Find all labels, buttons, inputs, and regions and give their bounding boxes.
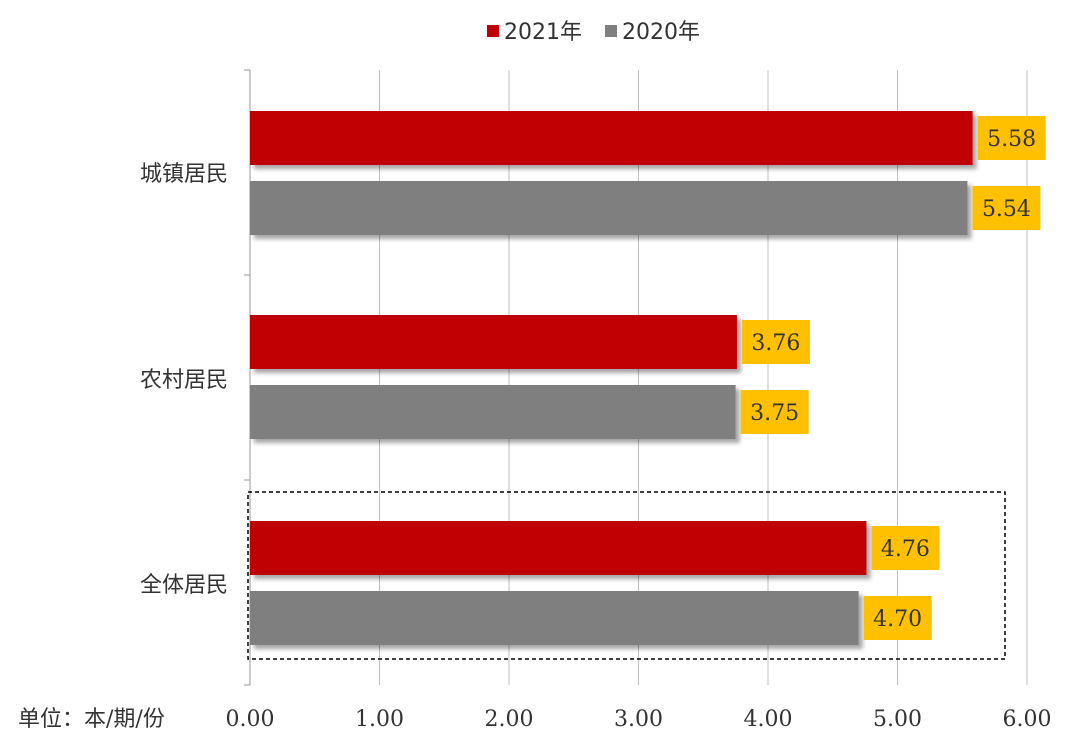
bars [250, 111, 973, 645]
x-tick-label: 0.00 [226, 707, 275, 732]
bar-2020-rural [250, 385, 736, 439]
data-label-value: 3.75 [750, 401, 799, 426]
x-tick-label: 2.00 [485, 707, 534, 732]
legend: 2021年 2020年 [487, 20, 700, 45]
x-tick-label: 3.00 [614, 707, 663, 732]
data-label-background [871, 526, 940, 570]
data-label-value: 4.70 [873, 607, 922, 632]
bar-2020-all [250, 591, 859, 645]
category-label-urban: 城镇居民 [140, 162, 228, 187]
legend-swatch-2020 [605, 25, 617, 37]
bar-2021-rural [250, 315, 737, 369]
y-axis [244, 69, 251, 686]
x-tick-label: 4.00 [744, 707, 793, 732]
data-label-2020-urban: 5.54 [972, 186, 1041, 230]
data-label-background [863, 596, 932, 640]
data-label-value: 4.76 [881, 537, 930, 562]
data-labels: 5.58 3.76 4.76 5.54 3.75 4.70 [740, 116, 1046, 640]
bar-2021-urban [250, 111, 973, 165]
category-labels: 城镇居民 农村居民 全体居民 [140, 162, 228, 598]
legend-label-2021: 2021年 [504, 20, 582, 45]
gridlines [379, 70, 1028, 685]
data-label-value: 5.54 [982, 197, 1031, 222]
legend-item-2021: 2021年 [487, 20, 582, 45]
data-label-value: 5.58 [987, 127, 1036, 152]
x-tick-labels: 0.00 1.00 2.00 3.00 4.00 5.00 6.00 [226, 707, 1052, 732]
x-tick-label: 5.00 [873, 707, 922, 732]
data-label-2021-urban: 5.58 [977, 116, 1046, 160]
data-label-2021-all: 4.76 [871, 526, 940, 570]
bar-2020-urban [250, 181, 968, 235]
data-label-background [740, 390, 809, 434]
data-label-2021-rural: 3.76 [741, 320, 810, 364]
data-label-value: 3.76 [751, 331, 800, 356]
x-tick-label: 6.00 [1003, 707, 1052, 732]
category-label-all: 全体居民 [140, 573, 228, 598]
bar-2021-all [250, 521, 867, 575]
x-tick-label: 1.00 [355, 707, 404, 732]
data-label-background [972, 186, 1041, 230]
unit-label: 单位：本/期/份 [18, 707, 165, 732]
category-label-rural: 农村居民 [140, 368, 228, 393]
legend-swatch-2021 [487, 25, 499, 37]
highlight-box [247, 491, 1006, 660]
data-label-background [977, 116, 1046, 160]
legend-label-2020: 2020年 [622, 20, 700, 45]
data-label-2020-rural: 3.75 [740, 390, 809, 434]
data-label-background [741, 320, 810, 364]
data-label-2020-all: 4.70 [863, 596, 932, 640]
legend-item-2020: 2020年 [605, 20, 700, 45]
